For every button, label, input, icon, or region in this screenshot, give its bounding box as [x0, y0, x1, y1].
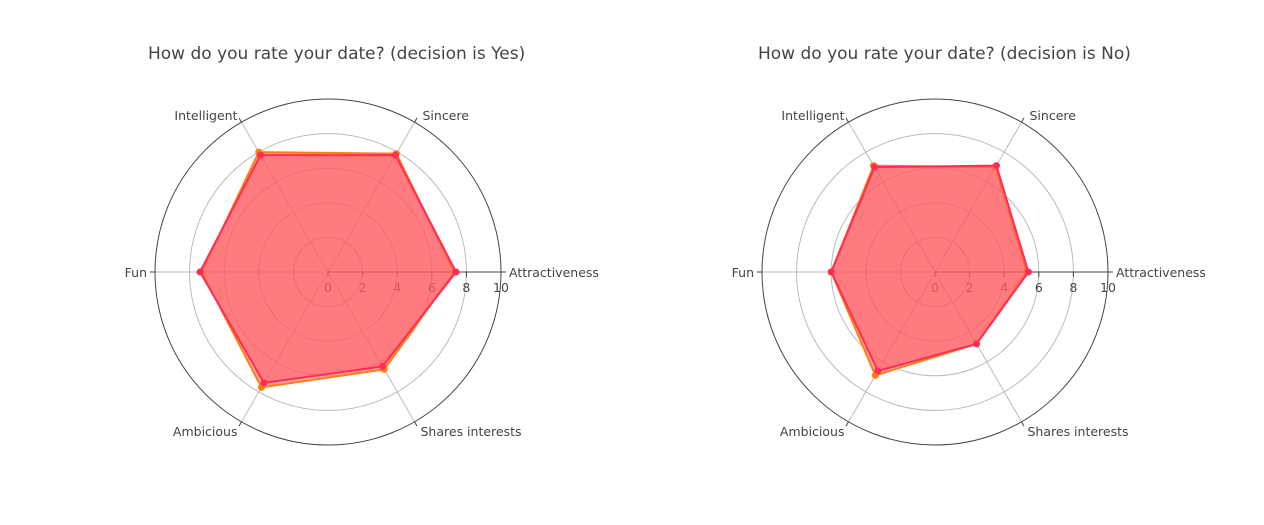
- axis-tick: [845, 421, 849, 427]
- axis-tick: [845, 117, 849, 123]
- axis-tick: [238, 421, 242, 427]
- axis-tick: [414, 421, 418, 427]
- axis-label: Attractiveness: [1116, 265, 1206, 280]
- axis-label: Ambicious: [780, 424, 845, 439]
- radial-tick-label: 10: [1100, 280, 1116, 295]
- radar-chart-0: 0246810AttractivenessSincereIntelligentF…: [125, 98, 599, 446]
- axis-label: Fun: [732, 265, 754, 280]
- axis-label: Fun: [125, 265, 147, 280]
- radial-tick-label: 6: [1035, 280, 1043, 295]
- axis-tick: [1021, 117, 1025, 123]
- axis-label: Ambicious: [173, 424, 238, 439]
- axis-label: Shares interests: [1028, 424, 1129, 439]
- axis-label: Shares interests: [421, 424, 522, 439]
- data-point[interactable]: [973, 340, 981, 348]
- data-point[interactable]: [257, 151, 265, 159]
- axis-tick: [238, 117, 242, 123]
- axis-label: Intelligent: [781, 108, 844, 123]
- axis-tick: [414, 117, 418, 123]
- data-point[interactable]: [992, 162, 1000, 170]
- data-point[interactable]: [196, 268, 204, 276]
- axis-label: Sincere: [1030, 108, 1077, 123]
- radial-tick-label: 8: [462, 280, 470, 295]
- chart-title-yes: How do you rate your date? (decision is …: [148, 44, 526, 64]
- data-point[interactable]: [1024, 268, 1032, 276]
- axis-label: Attractiveness: [509, 265, 599, 280]
- data-point[interactable]: [391, 151, 399, 159]
- data-point[interactable]: [874, 367, 882, 375]
- data-point[interactable]: [827, 268, 835, 276]
- chart-title-no: How do you rate your date? (decision is …: [758, 44, 1131, 64]
- series-polygon-1: [198, 154, 458, 384]
- axis-tick: [1021, 421, 1025, 427]
- axis-label: Sincere: [423, 108, 470, 123]
- axis-label: Intelligent: [174, 108, 237, 123]
- radial-tick-label: 8: [1069, 280, 1077, 295]
- data-point[interactable]: [870, 163, 878, 171]
- data-point[interactable]: [260, 379, 268, 387]
- data-point[interactable]: [452, 268, 460, 276]
- radial-tick-label: 10: [493, 280, 509, 295]
- radar-chart-1: 0246810AttractivenessSincereIntelligentF…: [732, 98, 1206, 446]
- data-point[interactable]: [378, 362, 386, 370]
